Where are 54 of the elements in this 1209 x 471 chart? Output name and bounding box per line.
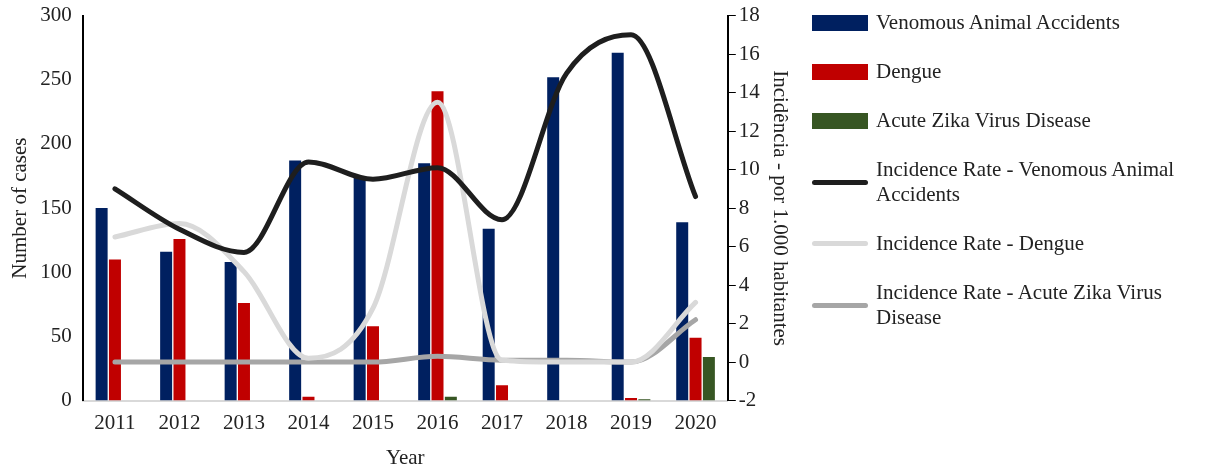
bar xyxy=(237,303,250,401)
y2-axis-title: Incidência - por 1.000 habitantes xyxy=(768,70,793,347)
y2-tick-label: 16 xyxy=(738,40,760,65)
y-tick-label: 200 xyxy=(40,130,72,155)
y-tick-label: 150 xyxy=(40,194,72,219)
y-tick-label: 50 xyxy=(50,322,72,347)
bar xyxy=(173,238,186,401)
bar xyxy=(676,222,689,401)
x-tick-label: 2018 xyxy=(545,409,588,434)
bar xyxy=(496,385,509,401)
bar xyxy=(689,337,702,401)
y2-tick-label: 6 xyxy=(738,233,750,258)
y2-tick-label: -2 xyxy=(738,387,757,412)
y-tick-label: 300 xyxy=(40,2,72,27)
y2-tick-label: 4 xyxy=(738,271,750,296)
x-tick-label: 2020 xyxy=(674,409,717,434)
legend-label: Dengue xyxy=(876,59,942,84)
bar xyxy=(431,91,444,401)
y2-tick-label: 2 xyxy=(738,310,750,335)
legend-label: Incidence Rate - Venomous Animal Accidents xyxy=(876,157,1176,207)
x-tick-label: 2012 xyxy=(158,409,201,434)
legend-label: Venomous Animal Accidents xyxy=(876,10,1120,35)
y2-tick-label: 12 xyxy=(738,117,760,142)
y2-tick-label: 8 xyxy=(738,194,750,219)
bar xyxy=(702,356,715,401)
y-axis-title: Number of cases xyxy=(7,137,32,279)
x-tick-label: 2013 xyxy=(222,409,265,434)
bar xyxy=(418,163,431,401)
bar xyxy=(547,77,560,401)
bar xyxy=(289,160,302,401)
y-tick-label: 250 xyxy=(40,66,72,91)
legend-label: Acute Zika Virus Disease xyxy=(876,108,1091,133)
x-tick-label: 2015 xyxy=(351,409,394,434)
legend-label: Incidence Rate - Dengue xyxy=(876,231,1085,256)
y2-tick-label: 10 xyxy=(738,156,760,181)
y-tick-label: 0 xyxy=(61,387,72,412)
y2-tick-label: 0 xyxy=(738,348,750,373)
x-tick-label: 2019 xyxy=(610,409,653,434)
bar xyxy=(108,259,121,401)
x-tick-label: 2014 xyxy=(287,409,330,434)
bar xyxy=(160,251,173,401)
y-tick-label: 100 xyxy=(40,258,72,283)
y2-tick-label: 14 xyxy=(738,79,761,104)
x-tick-label: 2016 xyxy=(416,409,459,434)
x-tick-label: 2011 xyxy=(94,409,136,434)
x-tick-label: 2017 xyxy=(481,409,524,434)
bar xyxy=(367,326,379,401)
bar xyxy=(95,208,108,401)
bar xyxy=(224,262,237,401)
bar xyxy=(353,177,366,401)
bar xyxy=(611,52,624,401)
y2-tick-label: 18 xyxy=(738,2,760,27)
legend-label: Incidence Rate - Acute Zika Virus Disease xyxy=(876,280,1163,330)
x-axis-title: Year xyxy=(385,444,425,469)
